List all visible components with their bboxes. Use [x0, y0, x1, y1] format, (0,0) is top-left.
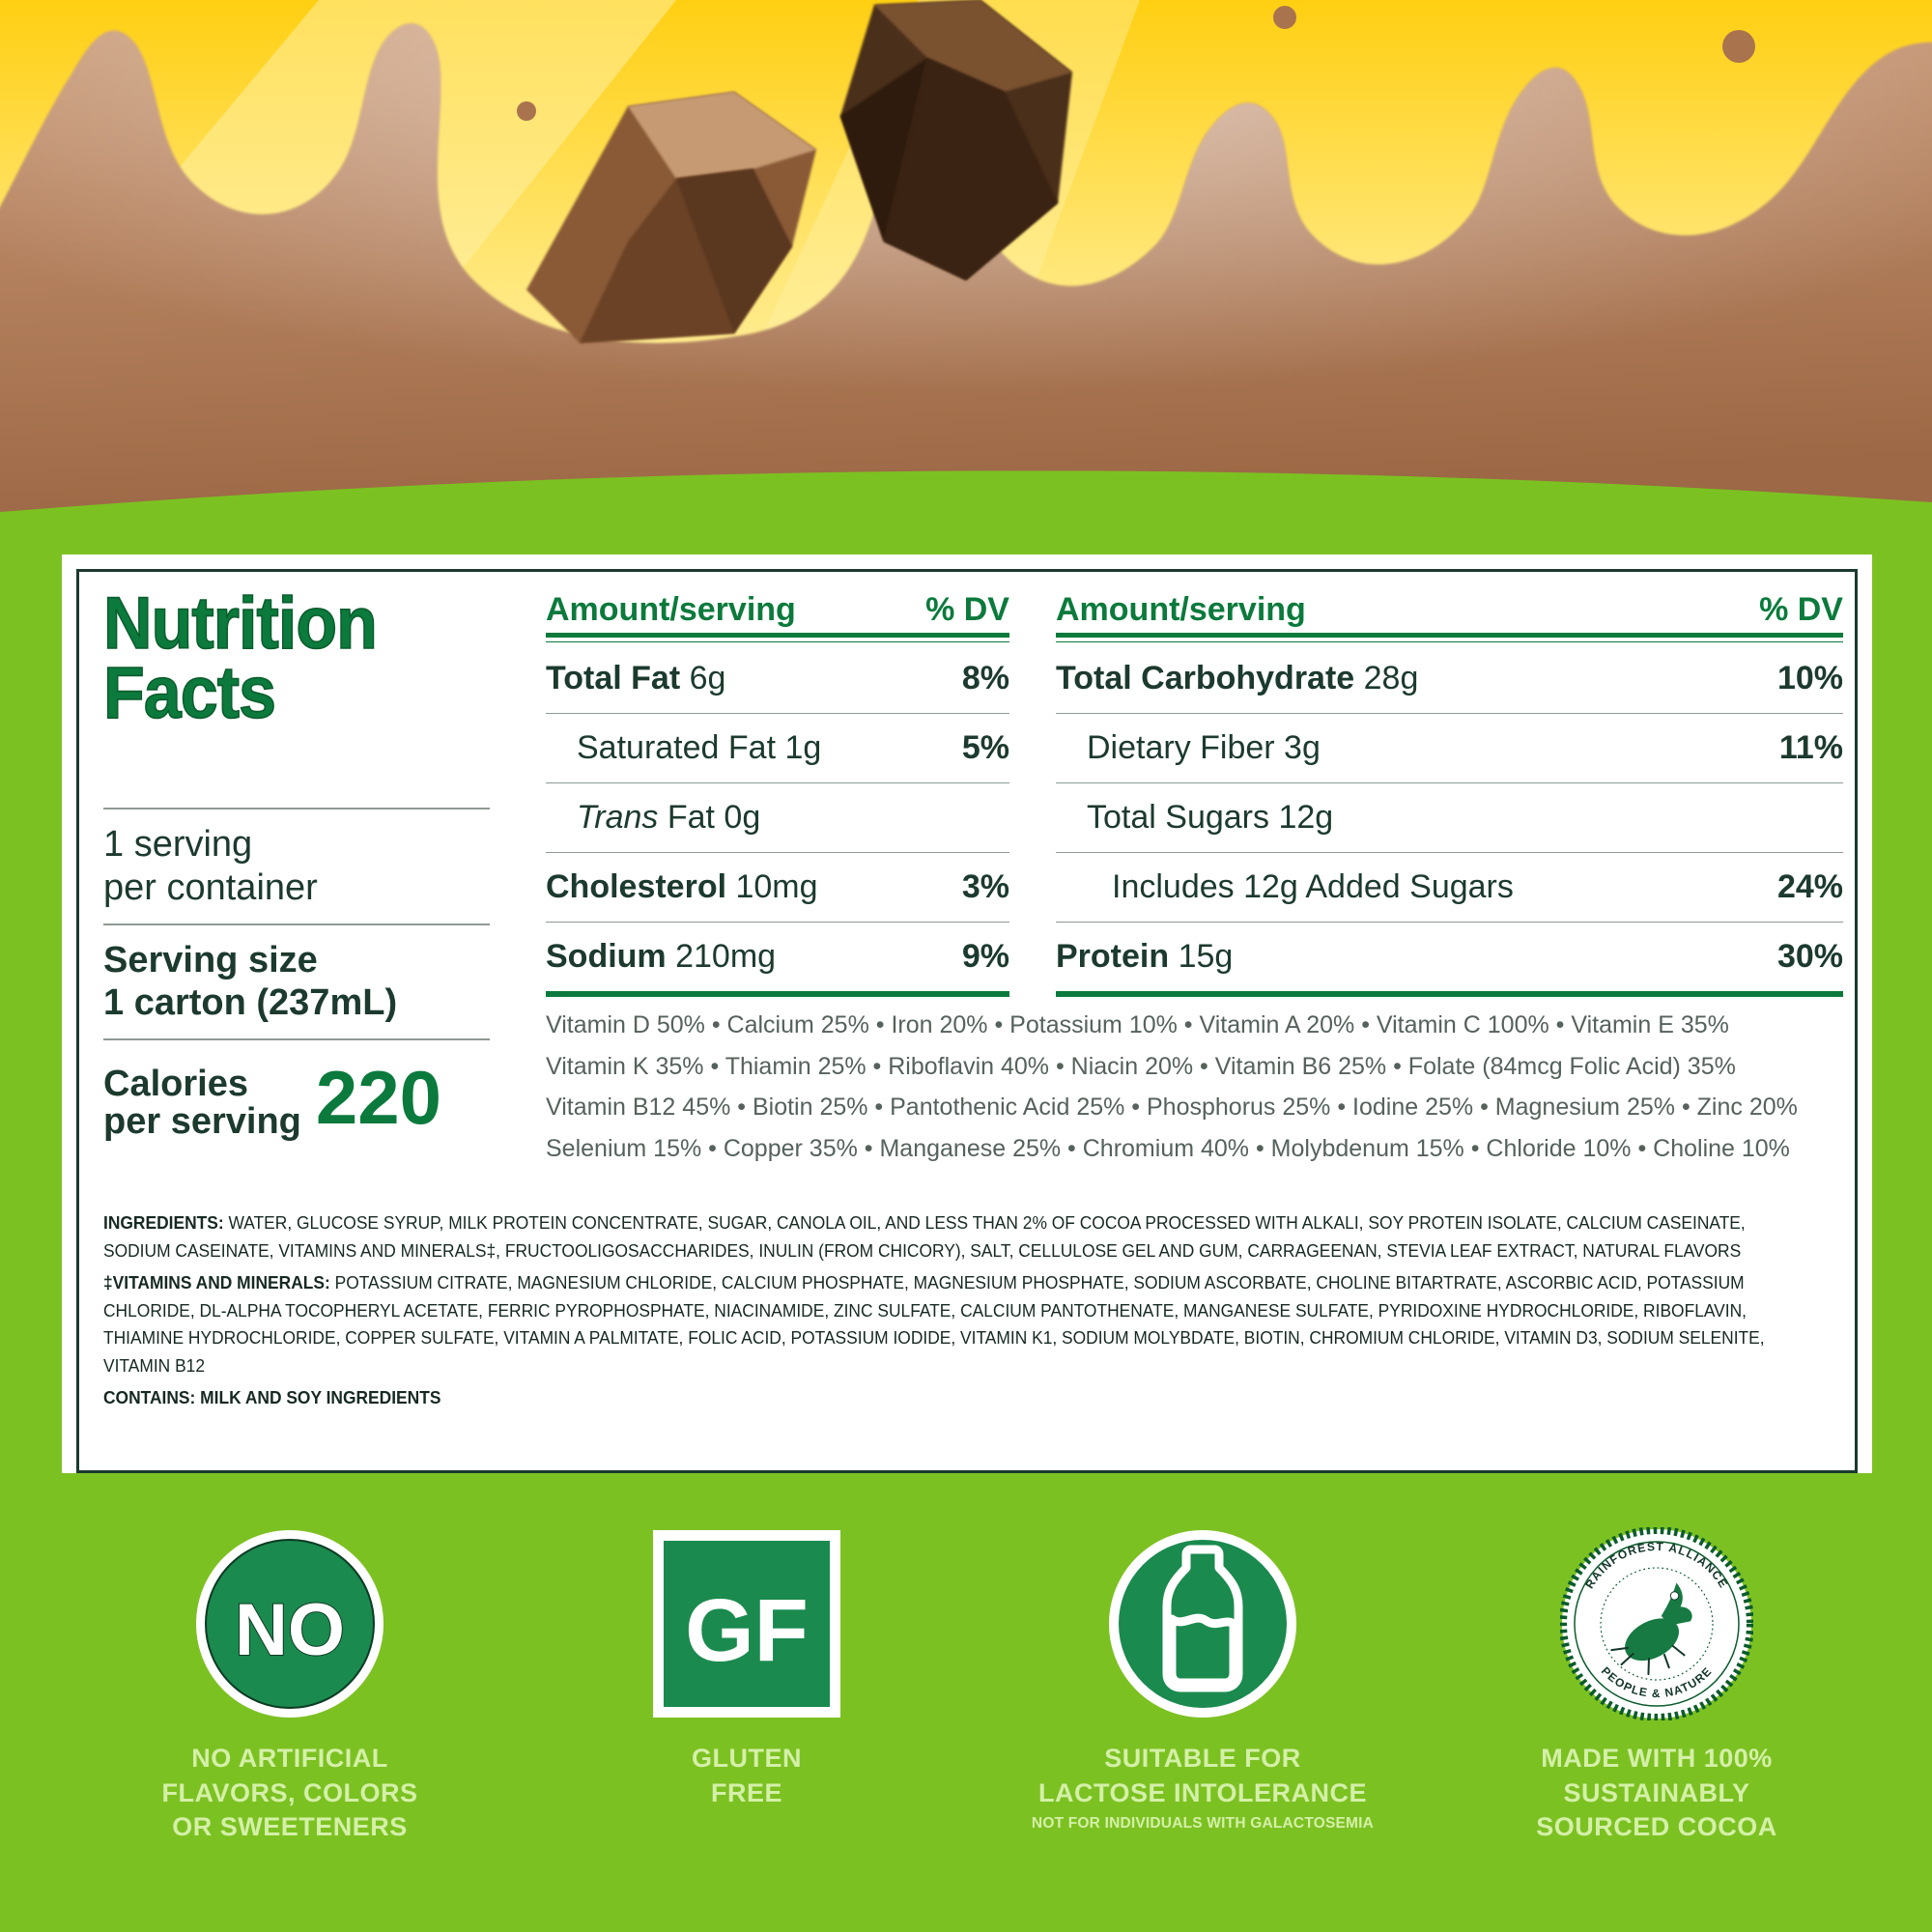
svg-text:NO: NO [235, 1589, 345, 1671]
svg-text:GF: GF [685, 1581, 809, 1680]
